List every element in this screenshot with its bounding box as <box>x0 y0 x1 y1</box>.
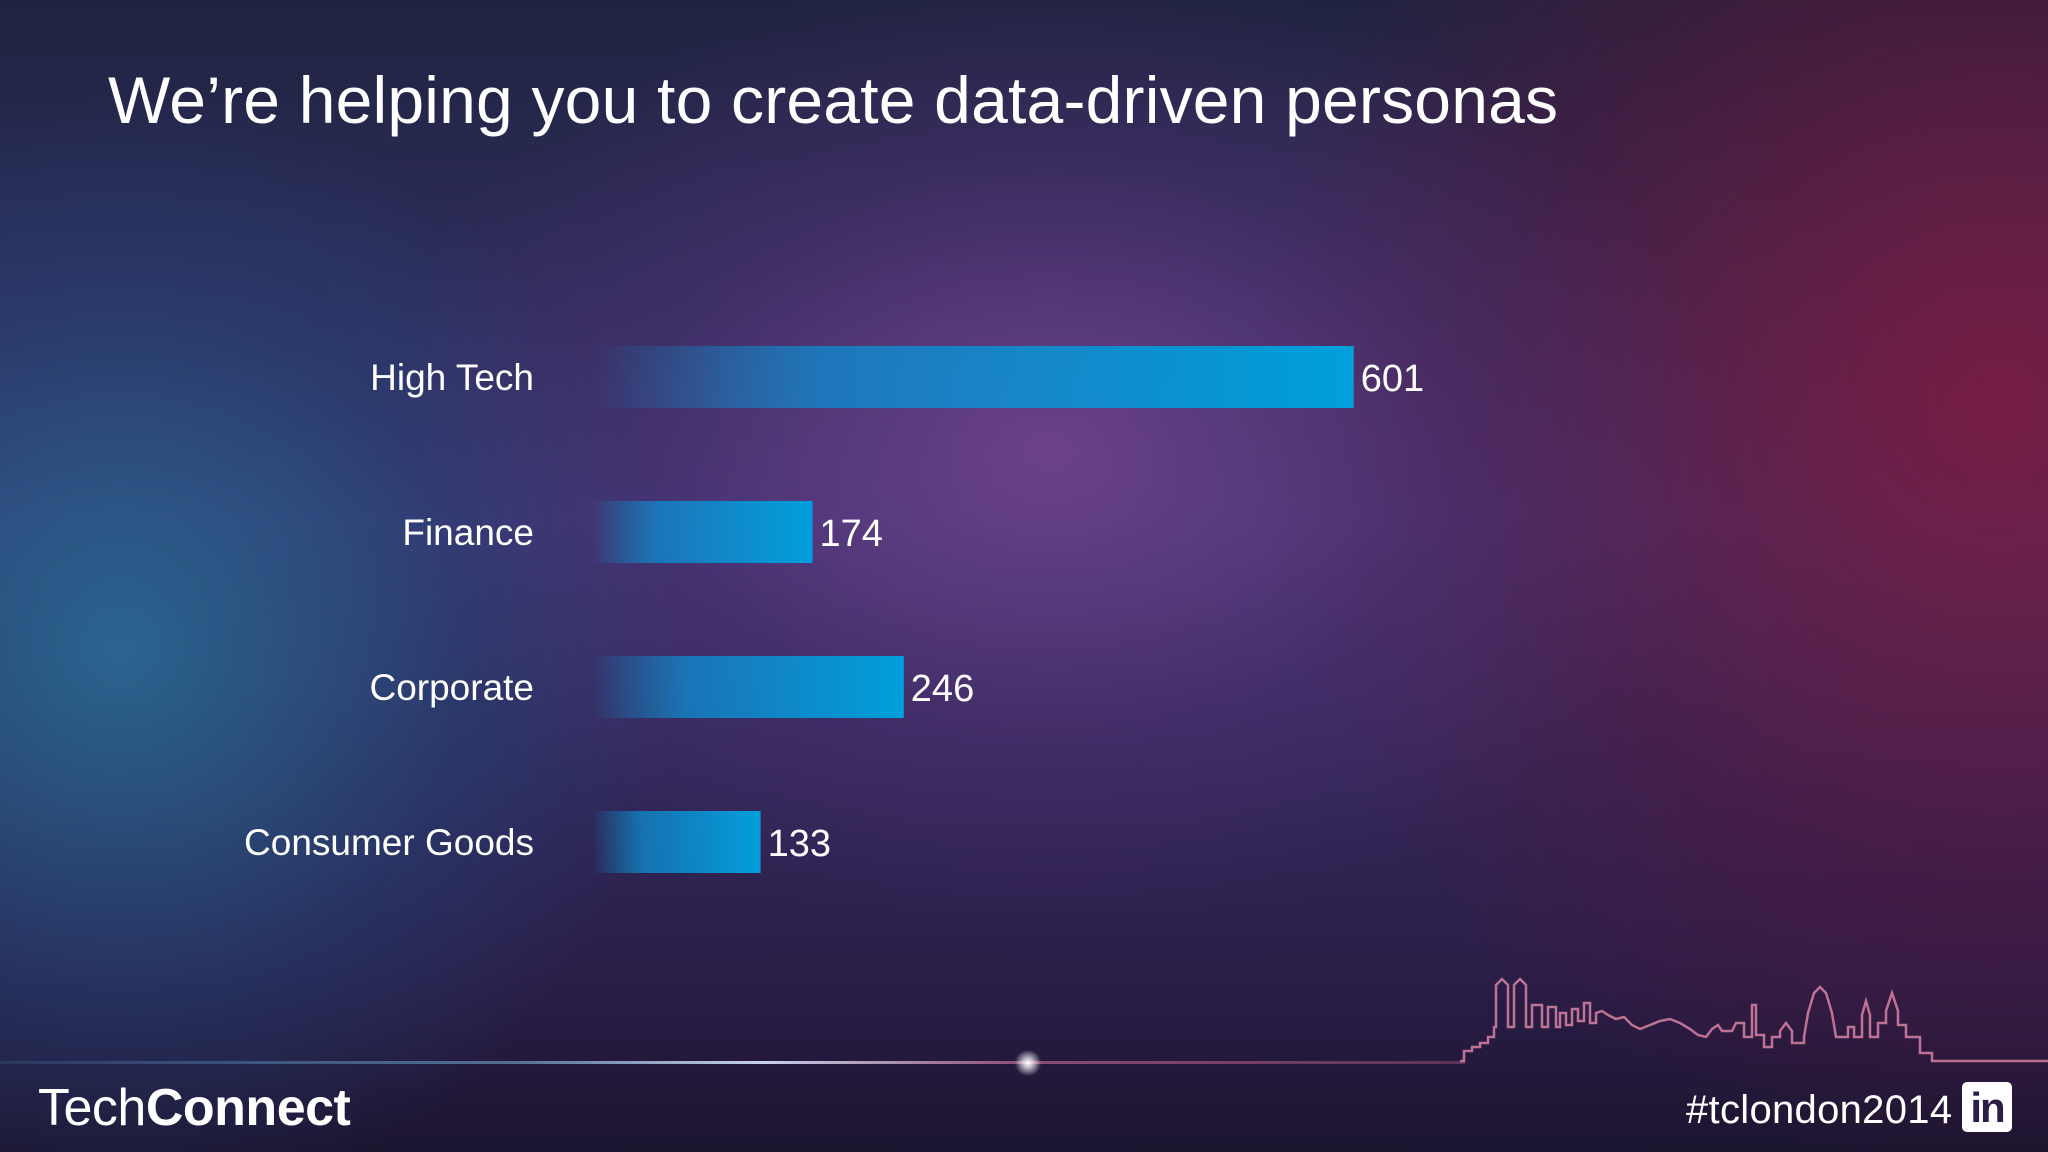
page-title: We’re helping you to create data-driven … <box>108 63 1559 137</box>
category-label: High Tech <box>370 357 534 398</box>
techconnect-logo: TechConnect <box>38 1078 351 1138</box>
bar <box>592 346 1354 408</box>
brand-light-text: Tech <box>38 1079 146 1137</box>
data-label: 174 <box>820 513 883 555</box>
bar <box>592 656 904 718</box>
category-label: Consumer Goods <box>244 822 534 863</box>
bars-layer: High Tech 601 Finance 174 Corporate 246 Consum… <box>244 346 1424 873</box>
bar <box>592 811 761 873</box>
category-label: Finance <box>402 512 534 553</box>
data-label: 246 <box>911 668 974 710</box>
footer-divider <box>0 1061 1465 1064</box>
london-skyline-icon <box>1460 977 2048 1063</box>
data-label: 133 <box>768 823 831 865</box>
category-label: Corporate <box>369 667 534 708</box>
linkedin-icon: in <box>1962 1082 2012 1132</box>
data-label: 601 <box>1361 358 1424 400</box>
light-glow <box>1014 1050 1042 1076</box>
bar <box>592 501 813 563</box>
brand-bold-text: Connect <box>145 1079 351 1137</box>
event-hashtag: #tclondon2014 <box>1686 1088 1953 1132</box>
